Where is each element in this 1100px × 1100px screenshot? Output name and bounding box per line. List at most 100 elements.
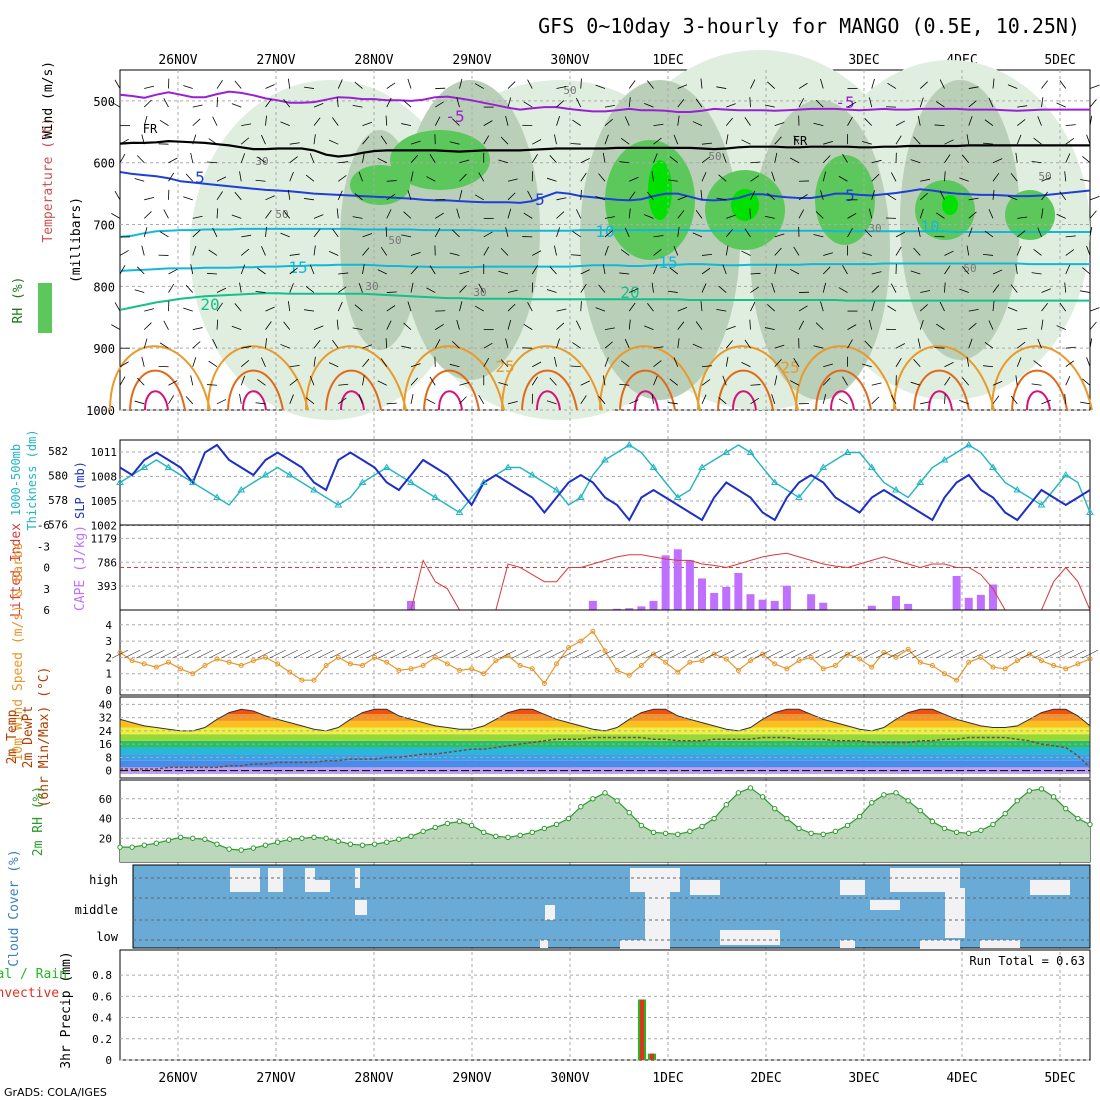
wind-barb bbox=[143, 322, 152, 330]
cape-bar bbox=[710, 593, 719, 610]
wind-barb bbox=[895, 231, 906, 238]
wind-barb bbox=[774, 136, 782, 145]
wind-barb bbox=[944, 171, 946, 182]
wind10-barb bbox=[802, 649, 820, 659]
wind-barb bbox=[456, 208, 460, 219]
wind-barb bbox=[767, 304, 776, 312]
axis-label-precip-total: Total / Rain bbox=[0, 967, 67, 982]
rh2m-marker bbox=[1002, 810, 1008, 817]
wind10-barb bbox=[718, 649, 735, 659]
slp-tick: 1005 bbox=[91, 495, 118, 508]
wind-barb bbox=[725, 134, 729, 145]
wind10-marker bbox=[481, 671, 487, 677]
cloud-patch bbox=[840, 880, 865, 895]
wind-barb bbox=[1037, 227, 1042, 238]
wind-barb bbox=[576, 97, 582, 108]
wind-barb bbox=[847, 228, 853, 238]
rh-shade-green bbox=[390, 130, 490, 190]
wind-barb bbox=[838, 175, 848, 182]
cloud-patch bbox=[315, 880, 330, 892]
wind10-marker bbox=[942, 671, 947, 677]
date-label-bottom: 2DEC bbox=[750, 1071, 781, 1086]
wind-barb bbox=[677, 84, 688, 89]
wind-barb bbox=[289, 267, 298, 275]
wind-barb bbox=[429, 376, 436, 386]
wind-barb bbox=[822, 266, 831, 275]
thickness-marker bbox=[382, 463, 391, 470]
wind10-marker bbox=[129, 658, 135, 664]
wind-barb bbox=[595, 307, 606, 312]
cloud-patch bbox=[230, 868, 260, 892]
wind-barb bbox=[192, 134, 197, 145]
wind10-marker bbox=[1051, 663, 1057, 669]
wind-barb bbox=[935, 212, 945, 219]
wind-barb bbox=[556, 86, 567, 89]
wind10-tick: 1 bbox=[105, 668, 112, 681]
wind-barb bbox=[523, 212, 533, 219]
rh2m-marker bbox=[1038, 786, 1045, 792]
cloud-level-label: high bbox=[89, 873, 118, 887]
wind-barb bbox=[208, 249, 218, 256]
wind10-marker bbox=[263, 654, 268, 660]
wind-barb bbox=[216, 302, 223, 312]
wind10-marker bbox=[663, 659, 669, 665]
wind-barb bbox=[692, 121, 703, 127]
wind10-barb bbox=[790, 649, 808, 659]
wind-barb bbox=[968, 338, 973, 349]
wind-barb bbox=[864, 229, 873, 238]
wind-barb bbox=[265, 98, 272, 108]
wind-barb bbox=[206, 384, 218, 386]
wind-barb bbox=[750, 301, 756, 312]
wind-barb bbox=[309, 264, 315, 275]
axis-label-wind: Wind (m/s) bbox=[41, 61, 56, 139]
date-label-top: 26NOV bbox=[158, 53, 197, 68]
wind-barb bbox=[725, 117, 733, 126]
contour-label: 10 bbox=[920, 217, 939, 236]
thickness-marker bbox=[989, 463, 997, 470]
wind-barb bbox=[1041, 399, 1051, 405]
wind-barb bbox=[944, 250, 954, 256]
rh2m-marker bbox=[250, 845, 257, 851]
wind-barb bbox=[261, 134, 266, 145]
wind-barb bbox=[1082, 267, 1091, 275]
wind-barb bbox=[939, 79, 945, 89]
wind-barb bbox=[992, 172, 1000, 182]
wind10-barb bbox=[875, 649, 893, 659]
wind10-barb bbox=[487, 649, 505, 659]
wind-barb bbox=[580, 78, 582, 89]
wind-barb bbox=[726, 103, 736, 108]
wind-barb bbox=[823, 252, 833, 256]
date-label-bottom: 5DEC bbox=[1044, 1071, 1075, 1086]
wind-barb bbox=[774, 344, 785, 349]
wind-barb bbox=[305, 286, 315, 293]
rh2m-marker bbox=[323, 835, 329, 841]
wind-barb bbox=[143, 227, 148, 238]
wind-barb bbox=[793, 246, 800, 256]
wind-barb bbox=[920, 401, 931, 405]
wind-barb bbox=[789, 380, 800, 386]
wind-barb bbox=[474, 305, 484, 312]
wind-barb bbox=[673, 357, 679, 367]
wind10-marker bbox=[529, 666, 535, 672]
wind-barb bbox=[163, 209, 169, 219]
wind-barb bbox=[871, 159, 882, 164]
pressure-tick: 800 bbox=[93, 280, 115, 294]
wind-barb bbox=[206, 272, 218, 275]
wind-barb bbox=[580, 284, 587, 293]
wind-barb bbox=[362, 121, 373, 127]
thickness-marker bbox=[455, 508, 464, 515]
date-label-bottom: 27NOV bbox=[256, 1071, 295, 1086]
wind10-barb bbox=[378, 649, 395, 659]
wind-barb bbox=[677, 321, 685, 330]
rh2m-marker bbox=[893, 790, 899, 796]
wind-barb bbox=[701, 156, 711, 164]
temp-tick: 8 bbox=[105, 751, 112, 764]
rh2m-tick: 20 bbox=[99, 832, 112, 845]
wind-barb bbox=[304, 198, 315, 201]
wind-barb bbox=[653, 123, 664, 127]
wind-barb bbox=[500, 359, 509, 368]
wind-barb bbox=[141, 356, 145, 367]
wind10-marker bbox=[166, 659, 171, 665]
wind-barb bbox=[338, 161, 349, 164]
isotherm-warm-30 bbox=[717, 369, 774, 411]
